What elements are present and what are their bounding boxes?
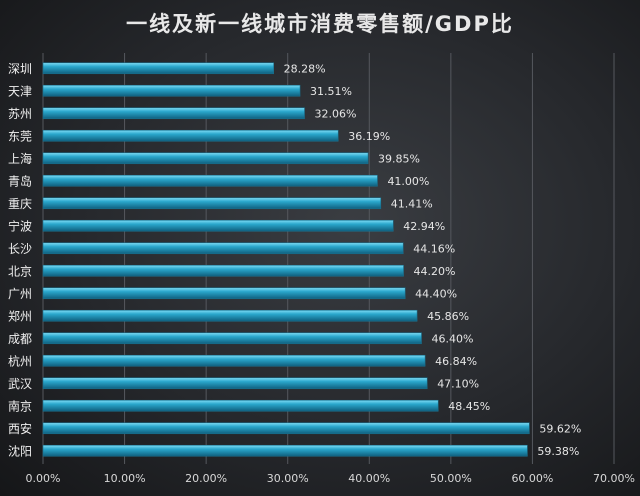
x-tick-label: 70.00%	[593, 472, 635, 485]
data-label: 28.28%	[284, 62, 326, 75]
bar	[42, 332, 422, 345]
bar	[42, 264, 404, 277]
category-label: 苏州	[8, 107, 32, 121]
bar	[42, 62, 274, 75]
data-label: 32.06%	[315, 107, 357, 120]
bar	[42, 174, 378, 187]
data-label: 47.10%	[437, 377, 479, 390]
bar	[42, 422, 530, 435]
category-label: 重庆	[8, 197, 32, 211]
x-axis-ticks: 0.00% 10.00% 20.00% 30.00% 40.00% 50.00% 60.00…	[26, 472, 635, 485]
data-label: 59.62%	[539, 422, 581, 435]
x-tick-label: 40.00%	[348, 472, 390, 485]
data-label: 46.40%	[431, 332, 473, 345]
category-label: 东莞	[8, 129, 32, 143]
data-label: 36.19%	[348, 130, 390, 143]
bar	[42, 242, 404, 255]
data-label: 42.94%	[403, 220, 445, 233]
category-label: 杭州	[8, 353, 32, 368]
grid	[42, 53, 615, 464]
x-tick-label: 50.00%	[430, 472, 472, 485]
bar	[42, 84, 301, 97]
category-label: 长沙	[8, 242, 32, 256]
category-label: 广州	[8, 287, 32, 301]
bar	[42, 309, 418, 322]
data-label: 44.40%	[415, 287, 457, 300]
data-label: 48.45%	[448, 400, 490, 413]
data-label: 41.41%	[391, 197, 433, 210]
x-tick-label: 10.00%	[104, 472, 146, 485]
data-label: 44.16%	[413, 242, 455, 255]
category-label: 青岛	[8, 173, 32, 188]
category-label: 武汉	[8, 377, 32, 391]
bar	[42, 287, 406, 300]
chart-title: 一线及新一线城市消费零售额/GDP比	[126, 12, 514, 36]
data-label: 44.20%	[414, 265, 456, 278]
bar	[42, 219, 394, 232]
bar	[42, 444, 528, 457]
data-label: 41.00%	[387, 175, 429, 188]
category-label: 南京	[8, 398, 32, 413]
data-label: 45.86%	[427, 310, 469, 323]
category-label: 沈阳	[8, 443, 32, 458]
category-label: 郑州	[8, 308, 32, 323]
bar	[42, 107, 305, 120]
bar	[42, 399, 439, 412]
data-label: 31.51%	[310, 85, 352, 98]
bar	[42, 354, 426, 367]
category-label: 天津	[8, 84, 32, 98]
data-label: 39.85%	[378, 152, 420, 165]
x-tick-label: 30.00%	[267, 472, 309, 485]
bar	[42, 129, 339, 142]
bar	[42, 377, 428, 390]
x-tick-label: 0.00%	[26, 472, 61, 485]
category-label: 西安	[8, 421, 32, 436]
category-label: 宁波	[8, 218, 32, 233]
category-label: 北京	[8, 264, 32, 278]
data-labels: 28.28% 31.51% 32.06% 36.19% 39.85% 41.00% 41.4…	[284, 62, 582, 458]
data-label: 59.38%	[537, 445, 579, 458]
x-tick-label: 20.00%	[185, 472, 227, 485]
category-label: 深圳	[8, 62, 32, 76]
bar	[42, 152, 369, 165]
bar	[42, 197, 382, 210]
data-label: 46.84%	[435, 355, 477, 368]
category-label: 上海	[8, 151, 32, 166]
bars	[42, 62, 530, 457]
x-tick-label: 60.00%	[511, 472, 553, 485]
category-label: 成都	[8, 332, 32, 346]
